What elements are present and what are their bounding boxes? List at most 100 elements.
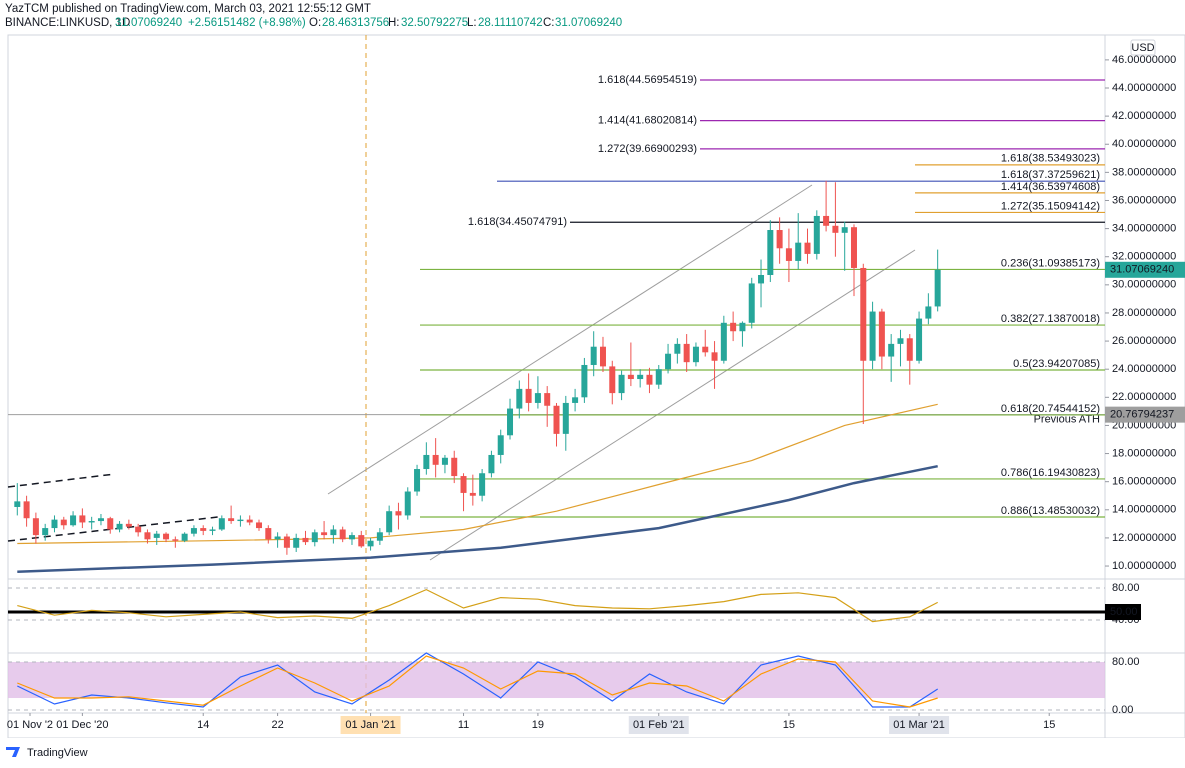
candle-body [88,521,95,523]
candle-body [32,518,39,536]
candle-body [107,518,114,530]
indicator-line [17,655,938,708]
candle-body [414,469,421,492]
ohlc-value: 31.07069240 [555,17,622,29]
candle-body [144,532,151,540]
y-tick-label: 28.00000000 [1112,307,1176,319]
y-tick-label: 18.00000000 [1112,447,1176,459]
candle-body [293,537,300,548]
candle-body [776,230,783,249]
candle-body [525,388,532,403]
candle-body [860,267,867,361]
y-tick-label: 46.00000000 [1112,54,1176,66]
ohlc-label: C: [543,17,555,29]
last-price-label: 31.07069240 [1110,264,1174,276]
candle-body [916,318,923,361]
candle-body [609,366,616,394]
y-tick-label: 36.00000000 [1112,194,1176,206]
y-tick-label: 42.00000000 [1112,110,1176,122]
change: +2.56151482 (+8.98%) [188,17,306,29]
y-tick-label: 80.00 [1112,582,1140,594]
candle-body [200,528,207,531]
fib-label: 1.272(35.15094142) [1001,200,1100,212]
candle-body [674,343,681,354]
brand: TradingView [27,747,88,759]
candle-body [432,454,439,465]
candle-body [60,519,67,526]
candle-body [925,306,932,319]
candle-body [739,322,746,332]
fib-label: 1.618(44.56954519) [598,74,697,86]
x-tick-label: 15 [783,719,795,731]
ohlc-value: 32.50792275 [401,17,468,29]
candle-body [618,374,625,394]
candle-body [795,242,802,261]
candle-body [507,408,514,436]
candle-body [274,536,281,540]
trend-line [7,473,116,488]
candle-body [581,364,588,398]
trend-line [429,249,916,561]
x-tick-label: 01 Dec '20 [56,719,108,731]
fib-label: 1.414(41.68020814) [598,115,697,127]
candle-body [70,515,77,526]
candle-body [181,533,188,541]
candle-body [125,523,132,527]
candle-body [516,388,523,409]
candle-body [785,248,792,261]
candle-body [441,457,448,465]
candle-body [497,435,504,455]
candle-body [209,529,216,531]
candle-body [190,528,197,534]
fib-label: 0.786(16.19430823) [1001,467,1100,479]
y-tick-label: 34.00000000 [1112,223,1176,235]
candle-body [692,346,699,363]
candle-body [321,532,328,536]
y-tick-label: 80.00 [1112,656,1140,668]
publisher: YazTCM published on TradingView.com, Mar… [5,3,371,15]
candle-body [832,225,839,233]
x-tick-label: 01 Nov '2 [7,719,53,731]
candle-body [302,537,309,543]
candle-body [823,215,830,226]
candle-body [730,322,737,332]
candle-body [423,454,430,470]
candle-body [246,519,253,523]
candle-body [228,518,235,522]
candle-body [627,374,634,380]
candle-body [469,492,476,496]
candle-body [850,227,857,268]
candle-body [841,227,848,233]
candle-body [488,454,495,474]
trend-line [327,184,813,495]
candle-body [135,526,142,533]
candle-body [367,540,374,547]
x-tick-label: 22 [271,719,283,731]
candle-body [404,491,411,516]
fib-label: 1.414(36.53974608) [1001,181,1100,193]
candle-body [683,343,690,363]
footer [0,738,1185,768]
candle-body [534,393,541,403]
fib-label: 0.5(23.94207085) [1013,358,1100,370]
x-tick-label: 11 [458,719,469,731]
logo [6,747,20,757]
y-tick-label: 14.00000000 [1112,504,1176,516]
candle-body [395,511,402,516]
ohlc-value: 28.46313756 [322,17,389,29]
fib-label: 1.618(37.37259621) [1001,169,1100,181]
candle-body [590,346,597,365]
candle-body [599,346,606,367]
candle-body [646,374,653,385]
y-tick-label: 10.00000000 [1112,560,1176,572]
previous-ath-label: Previous ATH [1034,414,1100,426]
candle-body [479,473,486,496]
candle-body [376,532,383,541]
indicator-line [17,588,938,623]
candle-body [97,518,104,522]
candle-body [339,529,346,540]
candle-body [711,352,718,361]
price-tag [1105,604,1141,620]
